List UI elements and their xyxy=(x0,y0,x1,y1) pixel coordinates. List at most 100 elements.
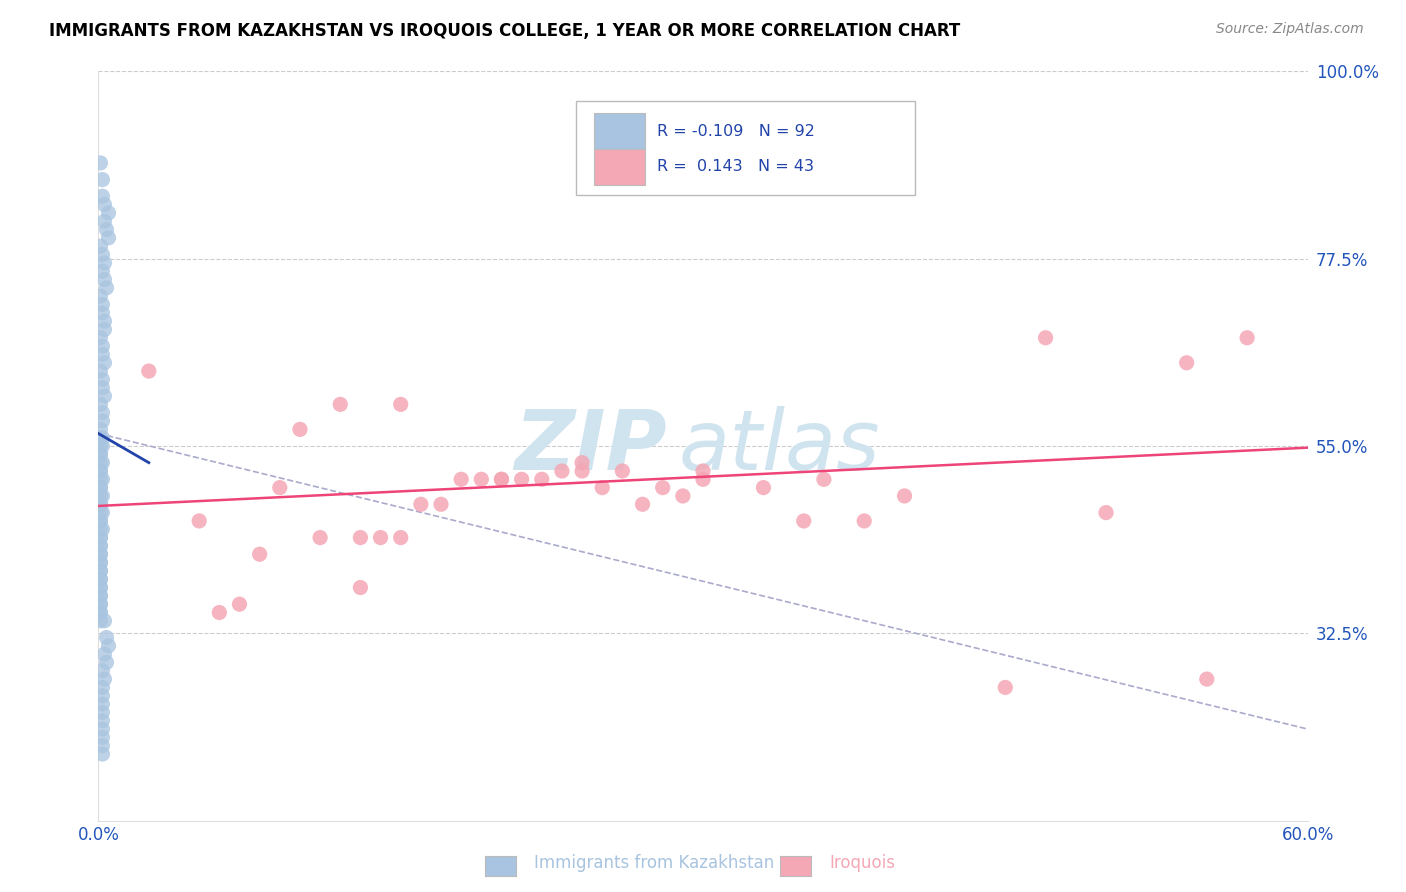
Point xyxy=(793,514,815,528)
Point xyxy=(389,531,412,545)
Point xyxy=(89,606,111,620)
Point xyxy=(91,456,114,470)
Point xyxy=(571,464,593,478)
Point xyxy=(752,481,775,495)
Point xyxy=(228,597,250,611)
Point xyxy=(1035,331,1057,345)
Point xyxy=(430,497,453,511)
Point xyxy=(91,431,114,445)
Point xyxy=(1175,356,1198,370)
Point xyxy=(89,481,111,495)
Point xyxy=(93,256,115,270)
Point xyxy=(91,714,114,728)
Point xyxy=(551,464,574,478)
Point xyxy=(89,572,111,586)
Text: atlas: atlas xyxy=(679,406,880,486)
Point xyxy=(96,222,118,236)
Point xyxy=(91,439,114,453)
Point xyxy=(89,156,111,170)
Point xyxy=(89,581,111,595)
Point xyxy=(89,514,111,528)
Text: IMMIGRANTS FROM KAZAKHSTAN VS IROQUOIS COLLEGE, 1 YEAR OR MORE CORRELATION CHART: IMMIGRANTS FROM KAZAKHSTAN VS IROQUOIS C… xyxy=(49,22,960,40)
Point xyxy=(672,489,695,503)
Point xyxy=(93,314,115,328)
Point xyxy=(89,547,111,561)
Point xyxy=(89,589,111,603)
Point xyxy=(91,472,114,486)
Point xyxy=(89,606,111,620)
Point xyxy=(91,347,114,361)
Point xyxy=(309,531,332,545)
Point xyxy=(470,472,492,486)
Point xyxy=(91,297,114,311)
Point xyxy=(89,531,111,545)
Point xyxy=(89,422,111,436)
Point xyxy=(89,547,111,561)
Point xyxy=(651,481,673,495)
Point xyxy=(91,722,114,736)
Point xyxy=(97,231,120,245)
Point xyxy=(591,481,613,495)
Point xyxy=(1095,506,1118,520)
Point xyxy=(91,747,114,761)
Point xyxy=(93,214,115,228)
Point xyxy=(91,731,114,745)
Point xyxy=(994,681,1017,695)
Point xyxy=(692,472,714,486)
Point xyxy=(93,614,115,628)
Text: Iroquois: Iroquois xyxy=(830,855,896,872)
FancyBboxPatch shape xyxy=(595,149,645,185)
Point xyxy=(91,189,114,203)
Point xyxy=(91,664,114,678)
Text: R = -0.109   N = 92: R = -0.109 N = 92 xyxy=(657,124,815,139)
Point xyxy=(1236,331,1258,345)
Point xyxy=(91,689,114,703)
Text: Immigrants from Kazakhstan: Immigrants from Kazakhstan xyxy=(534,855,775,872)
Point xyxy=(96,631,118,645)
Point xyxy=(93,647,115,661)
Point xyxy=(89,497,111,511)
Point xyxy=(89,597,111,611)
Point xyxy=(89,456,111,470)
Point xyxy=(89,497,111,511)
Point xyxy=(89,331,111,345)
Point xyxy=(91,247,114,261)
Point xyxy=(91,489,114,503)
Point xyxy=(93,197,115,211)
Point xyxy=(91,706,114,720)
Point xyxy=(288,422,311,436)
Point xyxy=(89,539,111,553)
Point xyxy=(89,581,111,595)
Point xyxy=(96,656,118,670)
Point xyxy=(89,481,111,495)
Point xyxy=(89,531,111,545)
Point xyxy=(530,472,553,486)
Point xyxy=(89,614,111,628)
Point xyxy=(93,672,115,686)
Point xyxy=(631,497,654,511)
Point xyxy=(89,522,111,536)
Point xyxy=(89,289,111,303)
Point xyxy=(91,381,114,395)
Point xyxy=(93,356,115,370)
Point xyxy=(89,239,111,253)
Point xyxy=(813,472,835,486)
Point xyxy=(491,472,513,486)
Point xyxy=(89,431,111,445)
Point xyxy=(89,364,111,378)
Point xyxy=(91,506,114,520)
Point xyxy=(349,581,371,595)
Point xyxy=(89,447,111,461)
Point xyxy=(491,472,513,486)
Point xyxy=(370,531,392,545)
Point xyxy=(89,464,111,478)
Point xyxy=(96,281,118,295)
Point xyxy=(269,481,291,495)
Point xyxy=(329,397,352,411)
Point xyxy=(93,322,115,336)
Point xyxy=(91,172,114,186)
Point xyxy=(93,389,115,403)
Point xyxy=(510,472,533,486)
Point xyxy=(89,439,111,453)
FancyBboxPatch shape xyxy=(576,102,915,195)
